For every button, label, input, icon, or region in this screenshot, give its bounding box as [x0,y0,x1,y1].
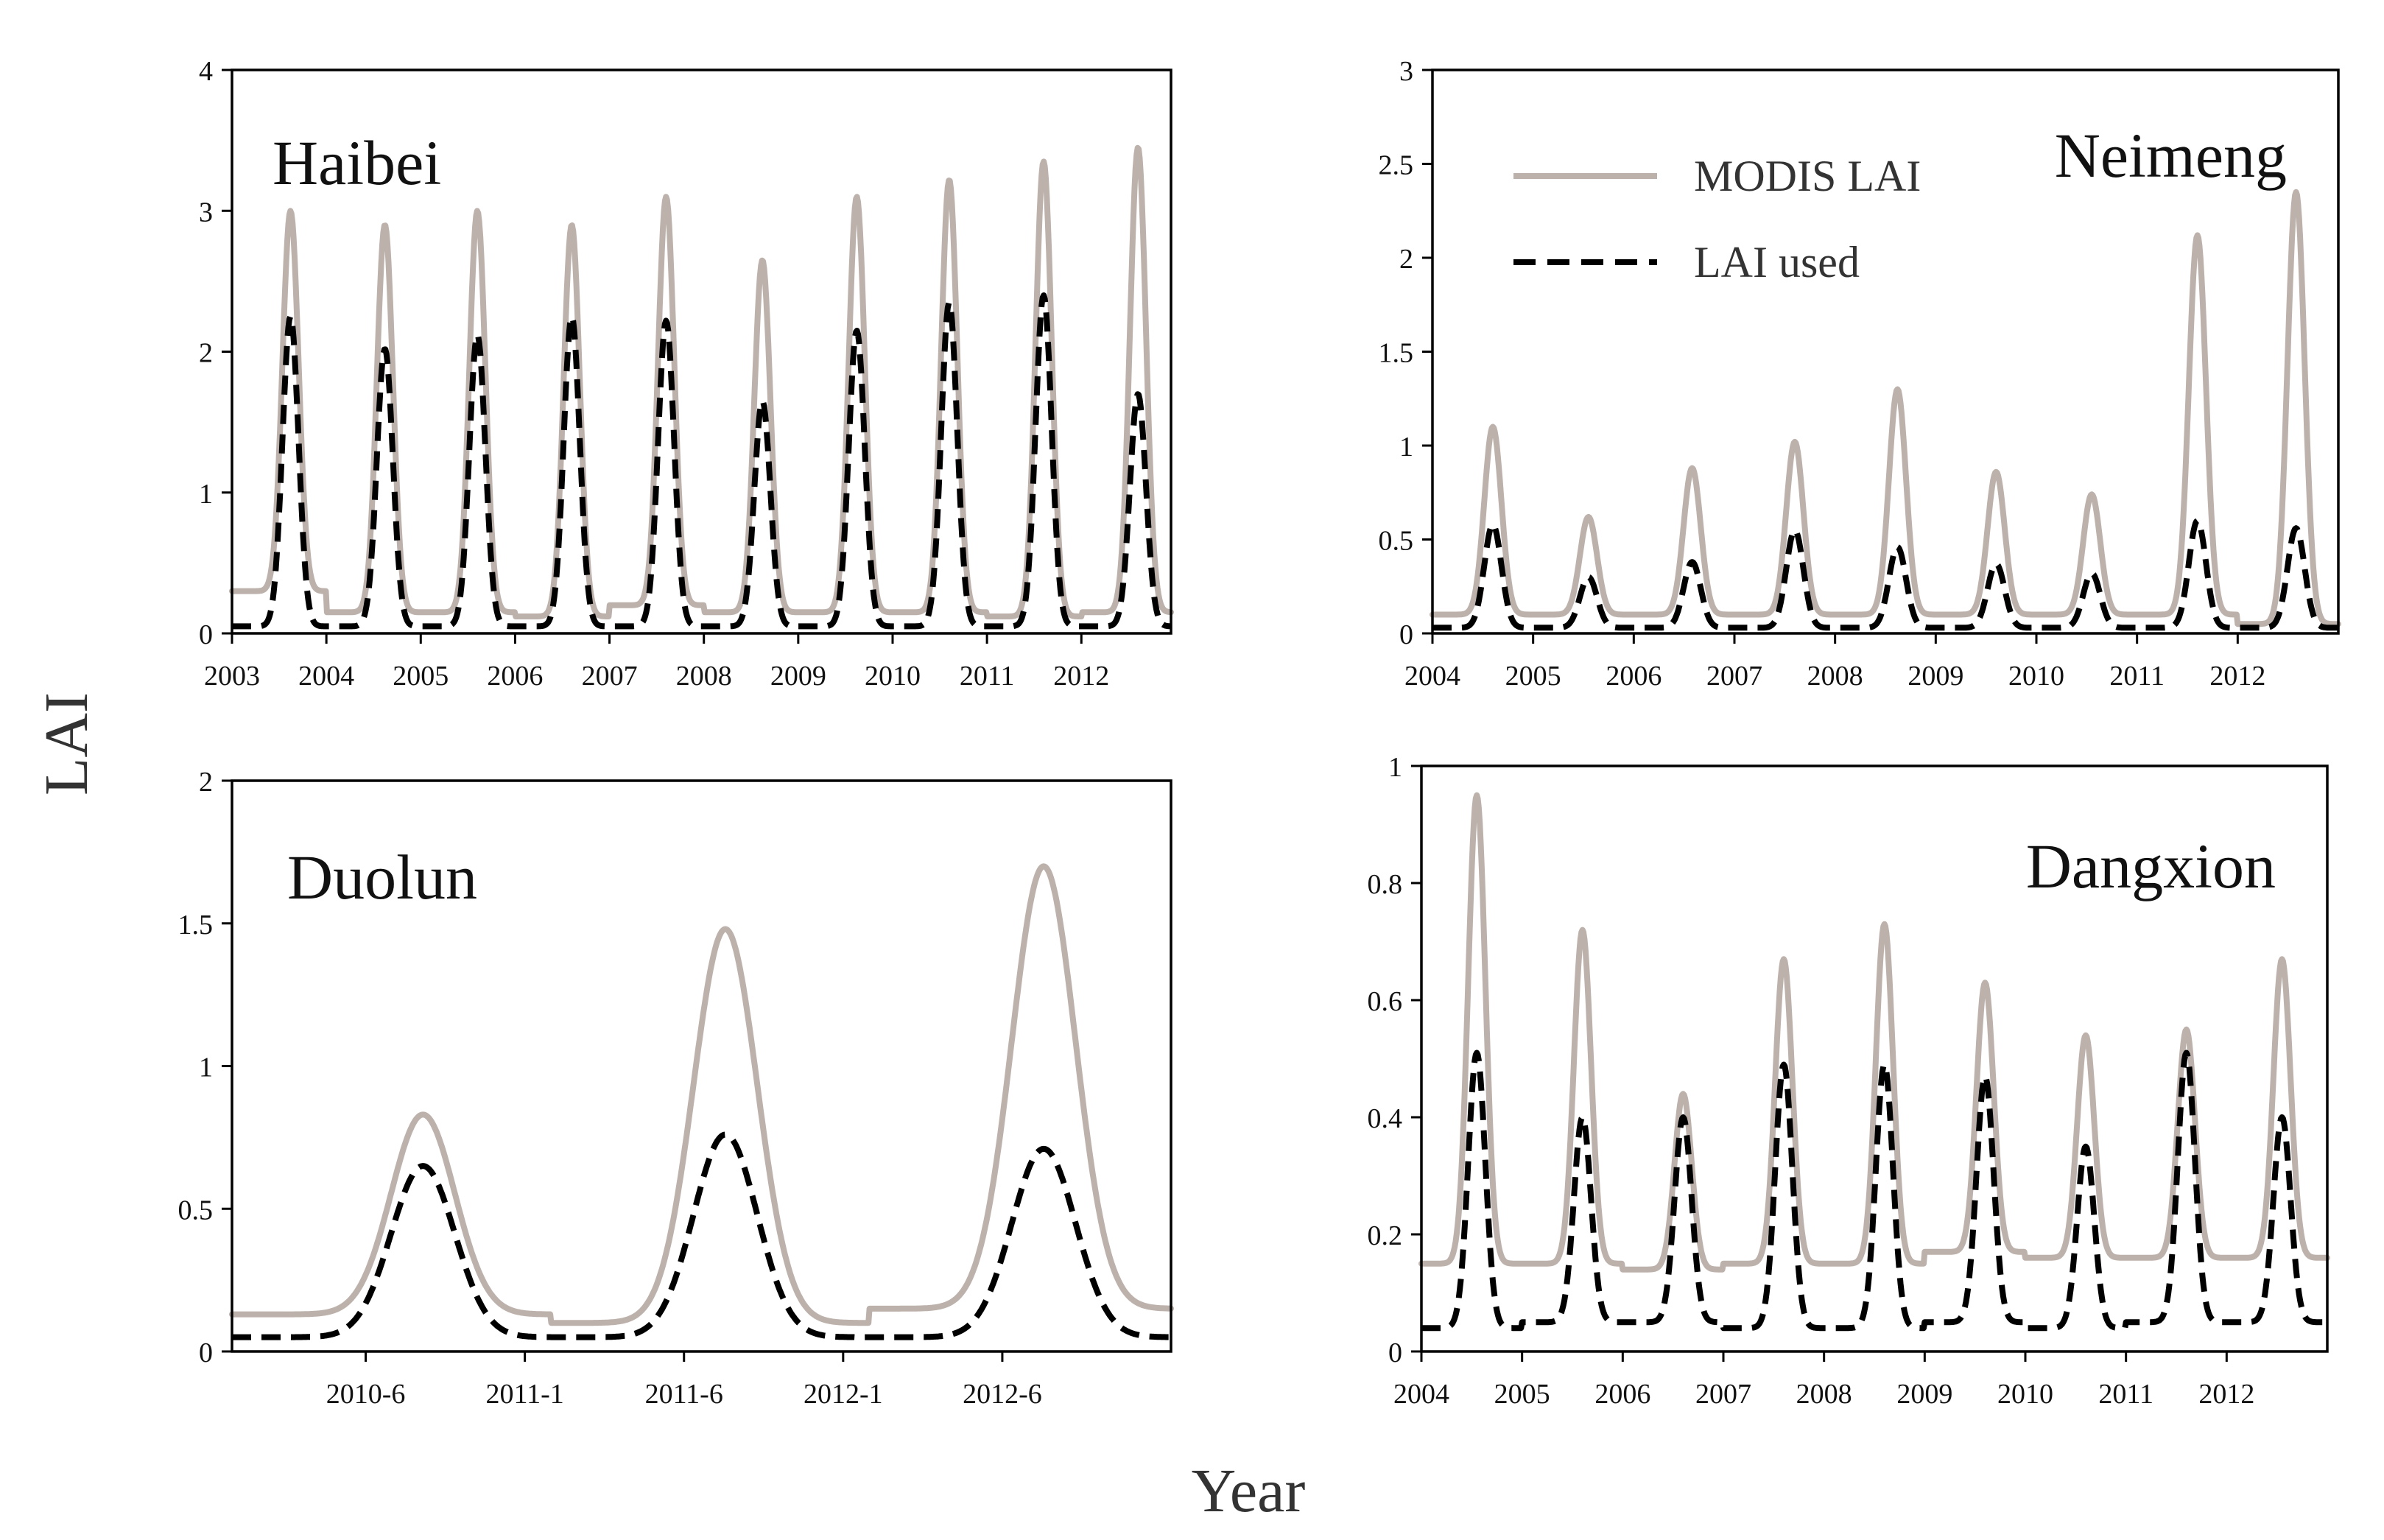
neimeng-y-tick-label: 0 [1399,619,1413,650]
haibei-x-tick-label: 2009 [770,661,826,692]
haibei-x-tick-label: 2008 [676,661,732,692]
neimeng-x-tick-label: 2008 [1807,661,1863,692]
haibei-x-tick-label: 2005 [393,661,449,692]
dangxion-lai-used-line [1419,1049,2330,1332]
haibei-y-tick-label: 2 [199,338,213,369]
dangxion-x-tick-label: 2007 [1695,1379,1751,1410]
duolun-x-tick-label: 2012-6 [963,1379,1042,1410]
dangxion-x-tick-label: 2012 [2198,1379,2254,1410]
neimeng-x-tick-label: 2012 [2209,661,2265,692]
neimeng-title: Neimeng [2055,120,2287,191]
panel-neimeng: 0 0.5 1 1.5 2 2.5 3 2004 2005 2006 2007 2008 2009 201… [1379,56,2341,692]
dangxion-plot-frame [1420,764,2329,1353]
neimeng-x-tick-label: 2011 [2109,661,2165,692]
dangxion-y-tick-label: 0.2 [1368,1220,1403,1251]
dangxion-y-tick-label: 0 [1388,1337,1402,1368]
duolun-y-tick-label: 1 [199,1052,213,1083]
dangxion-x-tick-label: 2006 [1594,1379,1650,1410]
duolun-lai-used-line [230,1131,1173,1340]
dangxion-x-tick-label: 2009 [1896,1379,1952,1410]
dangxion-y-tick-label: 0.4 [1368,1103,1403,1134]
neimeng-y-tick-label: 0.5 [1379,526,1414,557]
neimeng-y-tick-label: 2 [1399,244,1413,275]
haibei-modis-lai-line [229,144,1174,619]
legend-modis-label: MODIS LAI [1694,152,1921,200]
legend: MODIS LAI LAI used [1513,152,1921,286]
dangxion-x-tick-label: 2011 [2098,1379,2153,1410]
neimeng-x-tick-label: 2007 [1706,661,1762,692]
neimeng-y-tick-label: 2.5 [1379,150,1414,181]
duolun-x-tick-label: 2010-6 [326,1379,406,1410]
neimeng-y-tick-label: 1.5 [1379,338,1414,369]
duolun-y-tick-label: 2 [199,767,213,798]
y-axis-title: LAI [32,692,101,795]
haibei-y-tick-label: 3 [199,197,213,228]
duolun-x-tick-label: 2011-6 [645,1379,723,1410]
haibei-x-tick-label: 2004 [298,661,354,692]
dangxion-y-tick-label: 1 [1388,752,1402,783]
dangxion-x-tick-label: 2005 [1494,1379,1550,1410]
haibei-y-tick-label: 4 [199,56,213,87]
panel-haibei: 0 1 2 3 4 2003 2004 2005 2006 2007 2008 2009 2010 201… [199,56,1174,692]
panel-dangxion: 0 0.2 0.4 0.6 0.8 1 2004 2005 2006 2007 2008 2009 20… [1368,752,2330,1410]
haibei-x-tick-label: 2003 [204,661,260,692]
haibei-y-tick-label: 1 [199,479,213,510]
haibei-x-tick-label: 2007 [582,661,638,692]
neimeng-x-tick-label: 2004 [1404,661,1460,692]
haibei-x-tick-label: 2010 [865,661,921,692]
duolun-y-tick-label: 0 [199,1337,213,1368]
dangxion-x-tick-label: 2010 [1997,1379,2053,1410]
haibei-lai-used-line [230,292,1173,630]
neimeng-y-tick-label: 1 [1399,432,1413,463]
neimeng-x-tick-label: 2005 [1505,661,1561,692]
dangxion-y-tick-label: 0.6 [1368,986,1403,1017]
dangxion-x-tick-label: 2008 [1796,1379,1852,1410]
dangxion-y-tick-label: 0.8 [1368,869,1403,900]
neimeng-y-tick-label: 3 [1399,56,1413,87]
neimeng-x-tick-label: 2006 [1606,661,1662,692]
neimeng-x-tick-label: 2009 [1907,661,1963,692]
neimeng-x-tick-label: 2010 [2008,661,2064,692]
duolun-title: Duolun [287,842,477,913]
dangxion-title: Dangxion [2026,831,2276,901]
duolun-modis-lai-line [229,863,1174,1326]
duolun-x-tick-label: 2012-1 [804,1379,883,1410]
legend-used-label: LAI used [1694,238,1860,286]
duolun-y-tick-label: 1.5 [178,910,214,940]
haibei-title: Haibei [272,127,441,198]
haibei-y-tick-label: 0 [199,619,213,650]
x-axis-title: Year [1192,1457,1306,1525]
haibei-x-tick-label: 2012 [1053,661,1109,692]
haibei-x-tick-label: 2006 [487,661,543,692]
haibei-x-tick-label: 2011 [960,661,1015,692]
panel-duolun: 0 0.5 1 1.5 2 2010-6 2011-1 2011-6 2012-1 2012-6 D… [178,767,1174,1410]
duolun-y-tick-label: 0.5 [178,1195,214,1226]
duolun-x-tick-label: 2011-1 [486,1379,564,1410]
neimeng-modis-lai-line [1430,189,2341,627]
neimeng-lai-used-line [1430,518,2341,631]
dangxion-x-tick-label: 2004 [1393,1379,1449,1410]
